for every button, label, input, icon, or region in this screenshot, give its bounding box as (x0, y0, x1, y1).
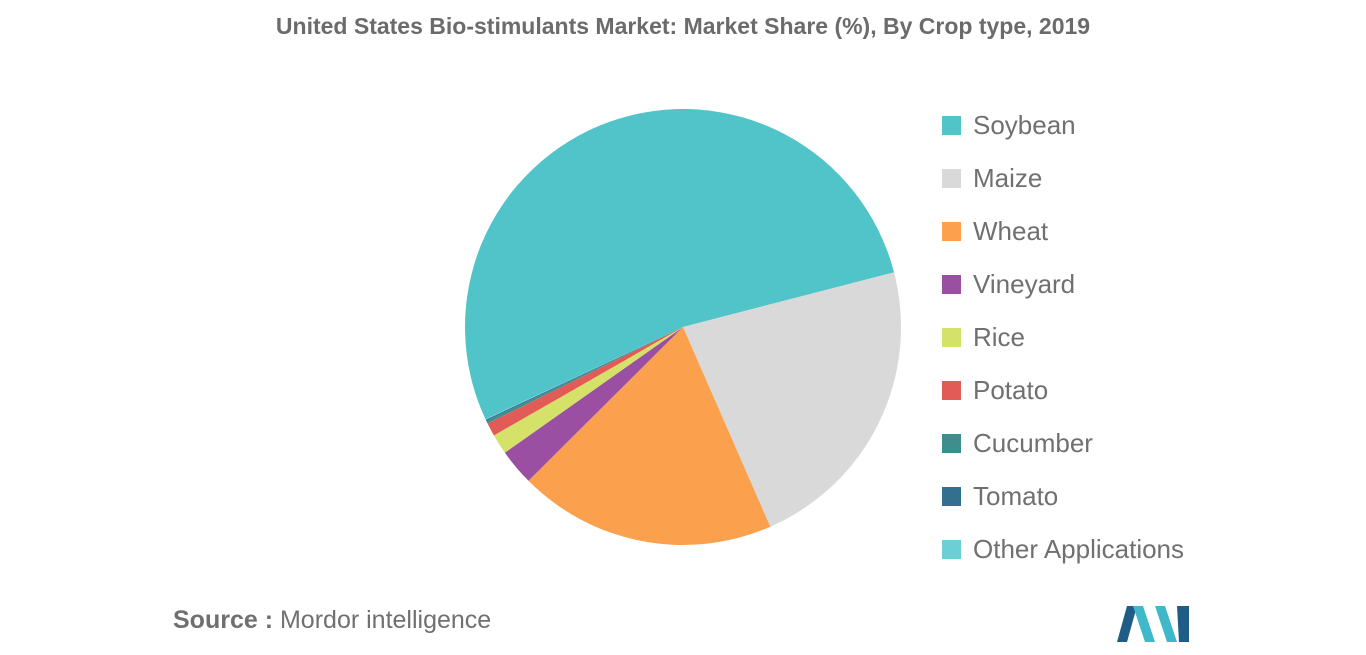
logo-right-bar (1177, 606, 1189, 642)
legend: Soybean Maize Wheat Vineyard Rice Potato Cucum… (942, 99, 1184, 576)
legend-swatch (942, 275, 961, 294)
legend-item-rice: Rice (942, 311, 1184, 364)
logo-left-wedge (1133, 606, 1155, 642)
legend-item-wheat: Wheat (942, 205, 1184, 258)
legend-item-maize: Maize (942, 152, 1184, 205)
source-text: Mordor intelligence (279, 606, 492, 634)
pie-slice-maize (683, 272, 901, 527)
pie-slice-cucumber (486, 327, 683, 424)
legend-swatch (942, 116, 961, 135)
legend-label: Tomato (973, 481, 1059, 511)
legend-swatch (942, 381, 961, 400)
pie-slice-soybean (465, 109, 895, 420)
legend-item-other-applications: Other Applications (942, 523, 1184, 576)
pie-slice-tomato (485, 327, 683, 421)
legend-item-potato: Potato (942, 364, 1184, 417)
legend-label: Maize (973, 163, 1043, 193)
logo-left-bar (1117, 606, 1137, 642)
legend-label: Soybean (973, 110, 1076, 140)
source-label: Source : (173, 606, 274, 634)
legend-swatch (942, 222, 961, 241)
mordor-intelligence-logo (1117, 606, 1189, 642)
legend-label: Cucumber (973, 428, 1093, 458)
source-note: Source : Mordor intelligence (173, 606, 491, 635)
legend-swatch (942, 434, 961, 453)
legend-swatch (942, 540, 961, 559)
logo-right-wedge (1155, 606, 1177, 642)
pie-slice-other-applications (485, 327, 683, 420)
pie-slice-vineyard (504, 327, 683, 481)
legend-item-tomato: Tomato (942, 470, 1184, 523)
legend-item-cucumber: Cucumber (942, 417, 1184, 470)
legend-swatch (942, 487, 961, 506)
pie-slice-wheat (528, 327, 771, 546)
legend-label: Other Applications (973, 534, 1185, 564)
legend-swatch (942, 328, 961, 347)
pie-slice-rice (493, 327, 683, 453)
legend-label: Vineyard (973, 269, 1076, 299)
legend-swatch (942, 169, 961, 188)
legend-label: Rice (973, 322, 1026, 352)
legend-label: Wheat (973, 216, 1049, 246)
legend-label: Potato (973, 375, 1049, 405)
legend-item-soybean: Soybean (942, 99, 1184, 152)
chart-title: United States Bio-stimulants Market: Mar… (275, 13, 1091, 39)
pie-slice-potato (487, 327, 683, 436)
legend-item-vineyard: Vineyard (942, 258, 1184, 311)
